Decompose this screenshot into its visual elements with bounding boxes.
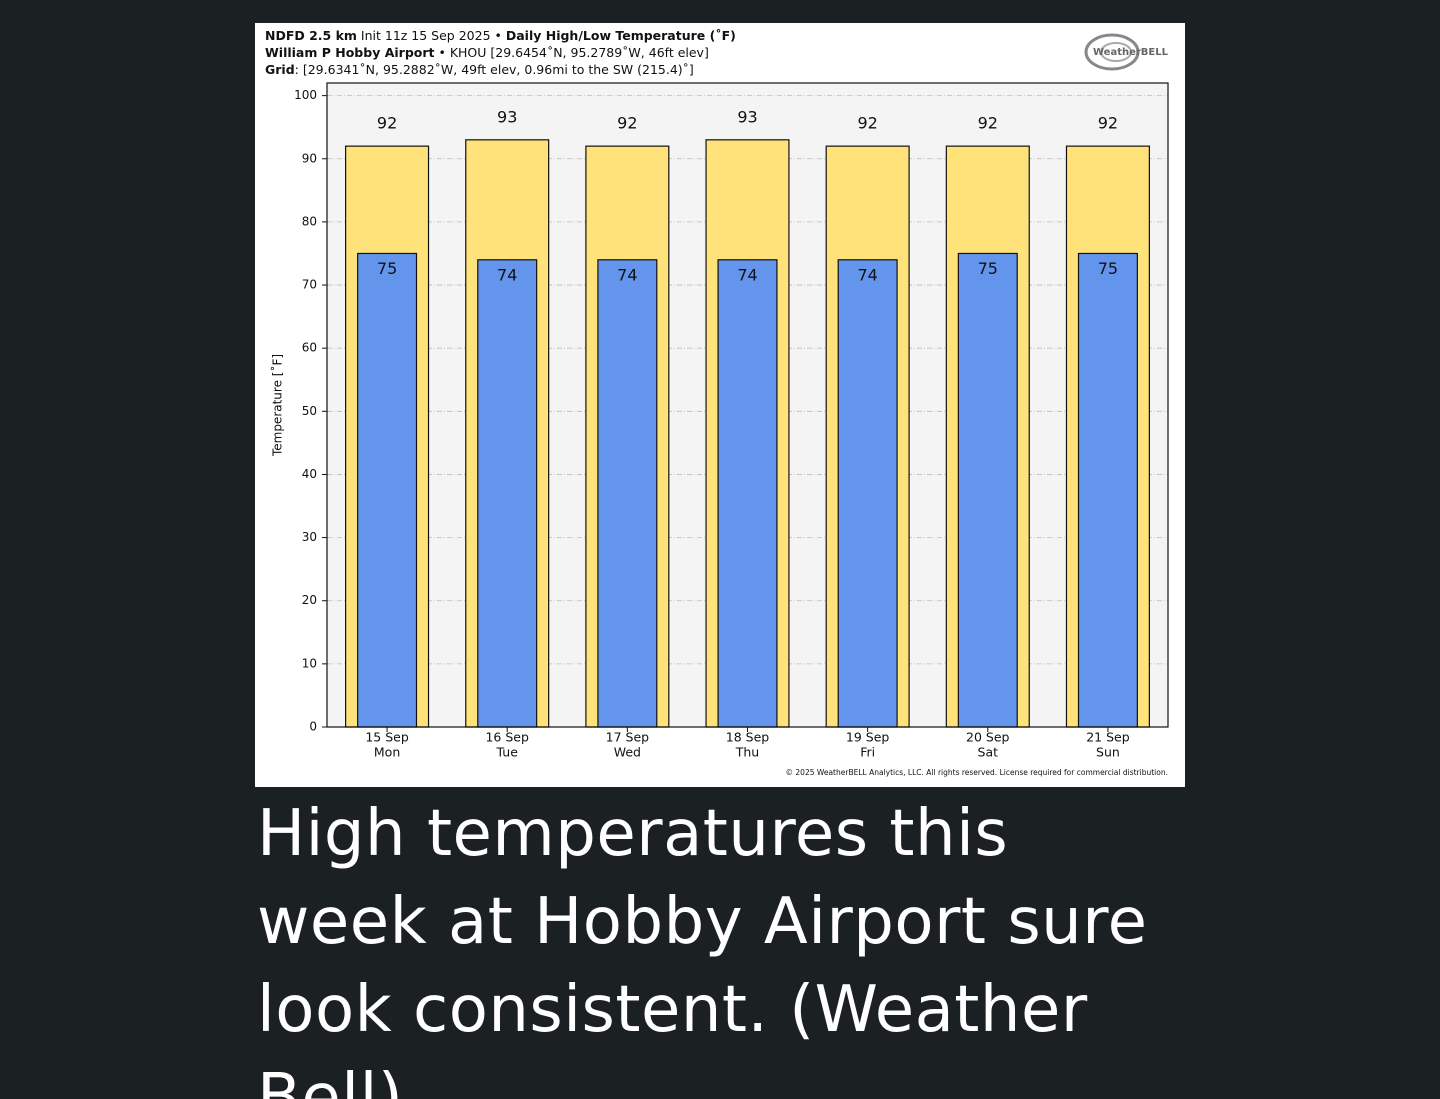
y-tick-label: 10 <box>302 656 317 670</box>
y-tick-label: 40 <box>302 467 317 481</box>
y-tick-label: 50 <box>302 404 317 418</box>
y-tick-label: 100 <box>294 88 317 102</box>
value-label: 92 <box>978 114 998 133</box>
value-label: 75 <box>377 259 397 278</box>
value-label: 75 <box>1098 259 1118 278</box>
value-label: 74 <box>617 265 637 284</box>
x-tick-label: 20 Sep <box>966 730 1010 745</box>
y-tick-label: 90 <box>302 151 317 165</box>
value-label: 92 <box>617 114 637 133</box>
logo-swirl <box>1084 33 1140 71</box>
x-tick-label: 15 Sep <box>365 730 409 745</box>
bar <box>1077 252 1138 728</box>
logo: WeatherBELL <box>1084 33 1169 71</box>
value-label: 92 <box>377 114 397 133</box>
x-tick-label: 21 Sep <box>1086 730 1130 745</box>
value-label: 75 <box>978 259 998 278</box>
copyright: © 2025 WeatherBELL Analytics, LLC. All r… <box>786 768 1168 777</box>
bar <box>957 252 1018 728</box>
value-label: 74 <box>497 265 517 284</box>
header-text: : [29.6341˚N, 95.2882˚W, 49ft elev, 0.96… <box>295 62 694 77</box>
y-tick-label: 30 <box>302 530 317 544</box>
x-tick-label: Mon <box>374 745 400 760</box>
x-tick-label: Sun <box>1096 745 1120 760</box>
x-tick-label: 19 Sep <box>846 730 890 745</box>
logo-swirl <box>1100 42 1132 62</box>
header-line: Grid: [29.6341˚N, 95.2882˚W, 49ft elev, … <box>265 62 694 77</box>
bar <box>717 259 778 728</box>
value-label: 74 <box>737 265 757 284</box>
value-label: 92 <box>1098 114 1118 133</box>
header-text: Init 11z 15 Sep 2025 • <box>357 28 506 43</box>
x-tick-label: Tue <box>496 745 519 760</box>
y-axis-label: Temperature [˚F] <box>270 354 285 457</box>
header-line: William P Hobby Airport • KHOU [29.6454˚… <box>265 45 709 60</box>
x-tick-label: Fri <box>860 745 875 760</box>
x-tick-label: 17 Sep <box>606 730 650 745</box>
x-tick-label: 18 Sep <box>726 730 770 745</box>
header-text: • KHOU [29.6454˚N, 95.2789˚W, 46ft elev] <box>435 45 709 60</box>
bar <box>357 252 418 728</box>
y-tick-label: 60 <box>302 341 317 355</box>
y-tick-label: 80 <box>302 214 317 228</box>
logo-text: WeatherBELL <box>1093 47 1169 58</box>
bar <box>837 259 898 728</box>
value-label: 93 <box>497 107 517 126</box>
y-tick-label: 20 <box>302 593 317 607</box>
x-tick-label: 16 Sep <box>485 730 529 745</box>
header-text: Daily High/Low Temperature (˚F) <box>506 28 736 43</box>
header-text: William P Hobby Airport <box>265 45 435 60</box>
value-label: 92 <box>857 114 877 133</box>
bar <box>477 259 538 728</box>
chart: WeatherBELL Temperature [˚F] © 2025 Weat… <box>255 23 1185 787</box>
value-label: 93 <box>737 107 757 126</box>
header-text: NDFD 2.5 km <box>265 28 357 43</box>
header-line: NDFD 2.5 km Init 11z 15 Sep 2025 • Daily… <box>265 28 736 43</box>
plot-frame <box>326 82 1169 728</box>
x-tick-label: Sat <box>978 745 999 760</box>
bar <box>597 259 658 728</box>
value-label: 74 <box>857 265 877 284</box>
x-tick-label: Wed <box>614 745 641 760</box>
caption: High temperatures this week at Hobby Air… <box>257 797 1148 1099</box>
header-text: Grid <box>265 62 295 77</box>
y-tick-label: 70 <box>302 278 317 292</box>
y-tick-label: 0 <box>309 720 317 734</box>
x-tick-label: Thu <box>735 745 759 760</box>
